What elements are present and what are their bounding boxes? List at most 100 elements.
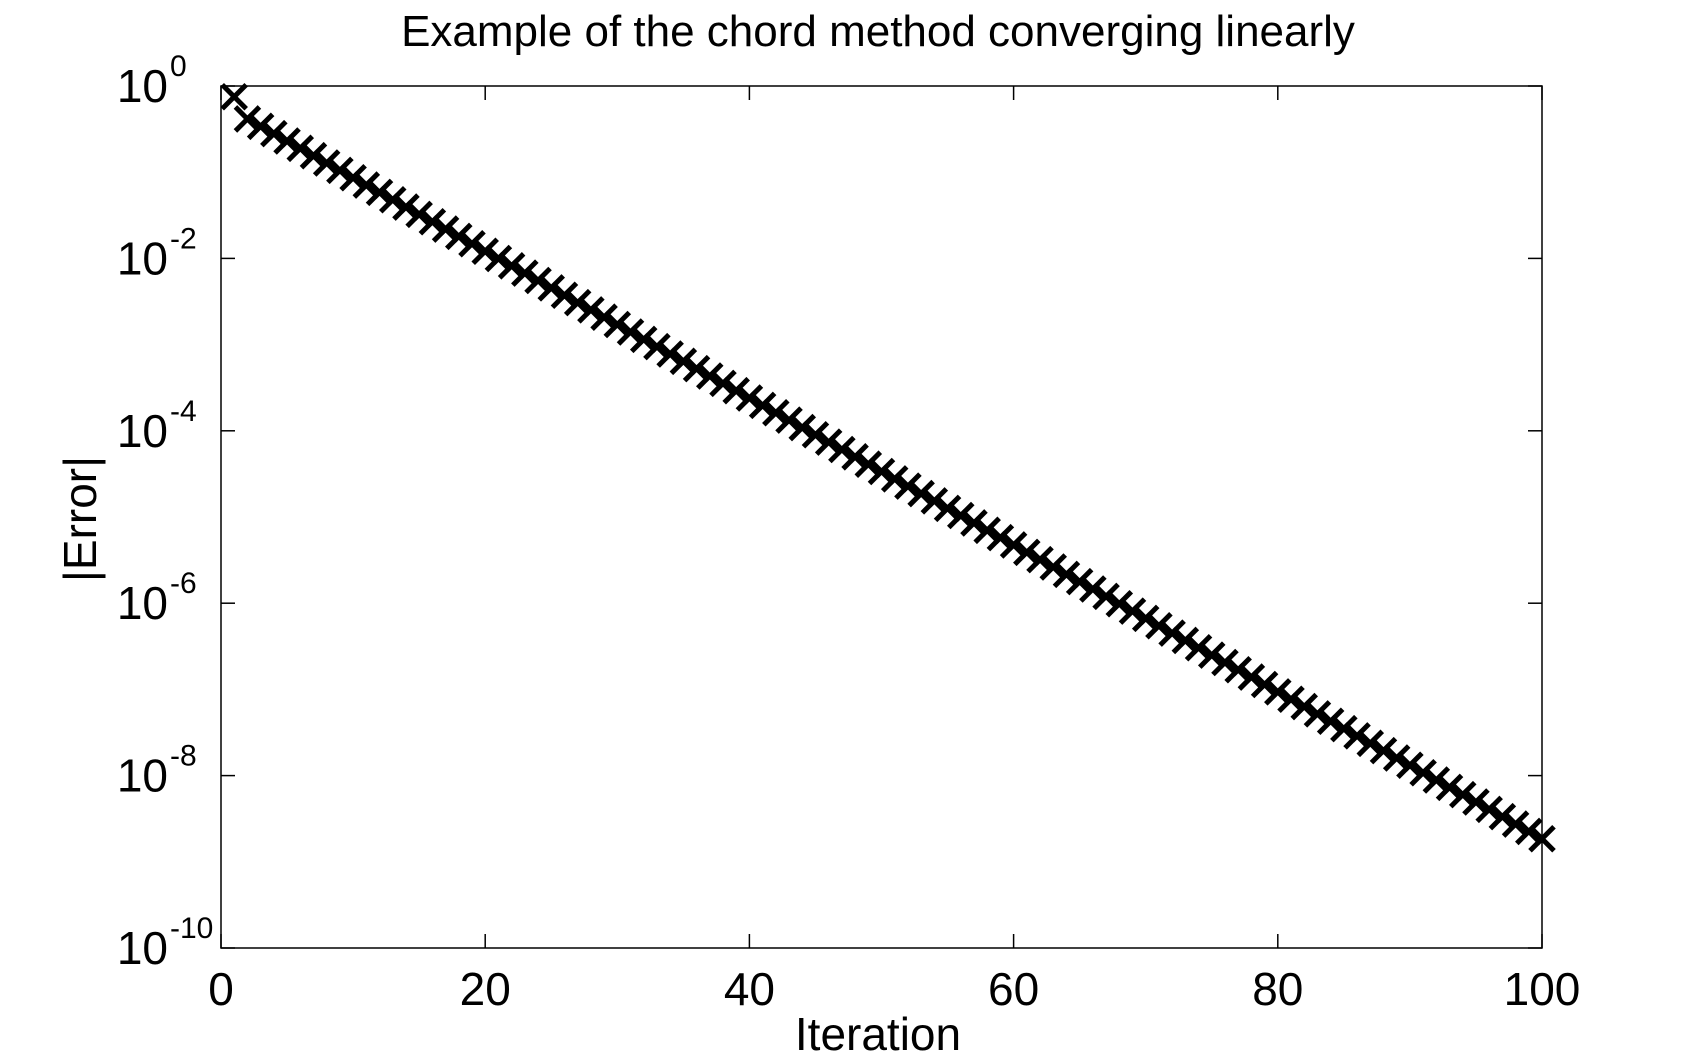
marker-stroke (973, 516, 1001, 545)
marker-stroke (1277, 685, 1305, 714)
data-point-x-marker (563, 288, 592, 317)
data-point-x-marker (418, 208, 447, 236)
marker-stroke (841, 443, 869, 471)
data-point-x-marker (603, 310, 632, 339)
data-point-x-marker (1250, 670, 1279, 699)
data-point-x-marker (1264, 678, 1292, 706)
data-point-x-marker (656, 340, 684, 368)
x-tick-label: 60 (988, 963, 1039, 1015)
data-point-x-marker (933, 494, 962, 523)
data-point-x-marker (1131, 604, 1160, 633)
x-axis-label: Iteration (795, 1008, 961, 1057)
marker-stroke (1211, 648, 1239, 677)
y-tick-label: 10 (117, 60, 168, 112)
marker-stroke (1528, 825, 1556, 853)
marker-stroke (1316, 707, 1345, 736)
data-point-x-marker (392, 193, 420, 221)
data-point-x-marker (1316, 707, 1345, 736)
data-point-x-marker (1039, 553, 1067, 581)
data-point-x-marker (1224, 655, 1252, 684)
marker-stroke (577, 296, 605, 324)
data-point-x-marker (1211, 648, 1239, 677)
data-point-x-marker (1197, 641, 1226, 669)
data-point-x-marker (1422, 766, 1451, 794)
marker-stroke (880, 465, 909, 493)
marker-stroke (1396, 751, 1424, 779)
marker-stroke (378, 185, 407, 214)
marker-stroke (458, 229, 486, 258)
marker-stroke (339, 163, 367, 192)
marker-stroke (1290, 692, 1318, 721)
y-tick-exponent: -4 (170, 395, 197, 428)
data-point-x-marker (669, 347, 698, 376)
data-point-x-marker (405, 200, 433, 229)
marker-stroke (1515, 817, 1543, 846)
marker-stroke (524, 266, 552, 295)
marker-stroke (445, 222, 473, 251)
marker-stroke (392, 193, 420, 221)
series-markers (220, 83, 1556, 853)
marker-stroke (537, 274, 566, 302)
marker-stroke (1158, 619, 1186, 647)
data-point-x-marker (511, 259, 539, 287)
data-point-x-marker (286, 134, 315, 163)
marker-stroke (682, 354, 711, 383)
data-point-x-marker (233, 105, 262, 133)
marker-stroke (273, 127, 301, 155)
data-point-x-marker (550, 281, 579, 309)
data-point-x-marker (880, 465, 909, 493)
marker-stroke (933, 494, 962, 523)
marker-stroke (1079, 575, 1107, 603)
data-point-x-marker (788, 413, 817, 442)
marker-stroke (1475, 795, 1503, 824)
marker-stroke (1356, 729, 1385, 758)
data-point-x-marker (497, 252, 526, 280)
marker-stroke (1026, 545, 1054, 574)
y-tick-exponent: 0 (170, 50, 187, 83)
marker-stroke (722, 376, 750, 405)
y-tick-base: 10 (117, 60, 168, 112)
marker-stroke (471, 237, 499, 266)
data-point-x-marker (973, 516, 1001, 545)
data-point-x-marker (1435, 773, 1464, 802)
marker-stroke (907, 479, 935, 508)
marker-stroke (1197, 641, 1226, 669)
data-point-x-marker (999, 531, 1028, 559)
y-tick-exponent: -8 (170, 740, 197, 773)
marker-stroke (260, 119, 288, 148)
y-tick-label: 10 (117, 922, 168, 974)
data-point-x-marker (643, 332, 671, 361)
data-point-x-marker (1013, 538, 1041, 567)
data-point-x-marker (1105, 589, 1134, 618)
y-tick-base: 10 (117, 232, 168, 284)
marker-stroke (735, 384, 764, 412)
marker-stroke (220, 83, 248, 111)
data-point-x-marker (339, 163, 367, 192)
marker-stroke (418, 208, 447, 236)
data-point-x-marker (590, 303, 618, 331)
marker-stroke (986, 523, 1015, 552)
data-point-x-marker (312, 149, 341, 177)
marker-stroke (814, 428, 843, 456)
data-point-x-marker (220, 83, 248, 111)
y-tick-base: 10 (117, 405, 168, 457)
marker-stroke (1250, 670, 1279, 699)
data-point-x-marker (1356, 729, 1385, 758)
y-tick-base: 10 (117, 922, 168, 974)
marker-stroke (1488, 802, 1517, 831)
x-tick-label: 100 (1504, 963, 1581, 1015)
data-point-x-marker (894, 472, 922, 500)
data-point-x-marker (246, 112, 275, 141)
data-point-x-marker (775, 406, 803, 434)
data-point-x-marker (616, 318, 645, 346)
marker-stroke (563, 288, 592, 317)
data-point-x-marker (629, 325, 658, 354)
y-tick-label: 10 (117, 232, 168, 284)
data-point-x-marker (1145, 612, 1173, 640)
x-tick-label: 20 (460, 963, 511, 1015)
marker-stroke (629, 325, 658, 354)
marker-stroke (696, 362, 724, 390)
marker-stroke (1131, 604, 1160, 633)
data-point-x-marker (1290, 692, 1318, 721)
